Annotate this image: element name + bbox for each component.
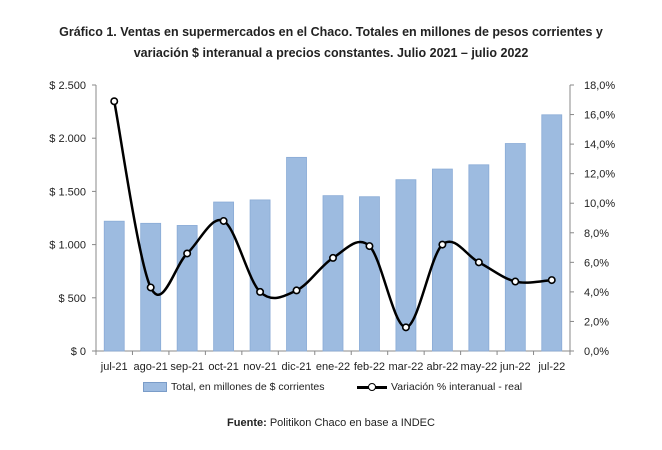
right-axis-tick-label: 4,0% [584, 287, 609, 299]
bar [468, 164, 490, 352]
variation-point [219, 216, 228, 225]
chart-title-line-2: variación $ interanual a precios constan… [133, 46, 529, 60]
x-axis-tick-label: may-22 [461, 361, 498, 373]
x-axis-tick-label: jul-21 [100, 361, 128, 373]
bar [286, 156, 307, 352]
variation-point [183, 249, 192, 258]
right-axis-tick-label: 12,0% [584, 169, 615, 181]
left-axis-tick-label: $ 2.500 [49, 80, 86, 92]
x-axis-tick-label: nov-21 [243, 361, 277, 373]
variation-point [401, 323, 410, 332]
right-axis-tick-label: 6,0% [584, 257, 609, 269]
variation-point [438, 240, 447, 249]
legend-bar-label: Total, en millones de $ corrientes [171, 381, 325, 393]
legend-line-swatch [357, 382, 387, 392]
variation-point [547, 276, 556, 285]
source-text: Politikon Chaco en base a INDEC [266, 417, 435, 429]
left-axis-tick-label: $ 2.000 [49, 133, 86, 145]
right-axis-tick-label: 14,0% [584, 139, 615, 151]
bar [249, 199, 271, 352]
variation-point [511, 277, 520, 286]
legend-bar-swatch [143, 382, 167, 392]
x-axis-tick-label: sep-21 [170, 361, 204, 373]
variation-point [110, 97, 119, 106]
x-axis-tick-label: jun-22 [499, 361, 531, 373]
variation-line [113, 101, 552, 329]
source-label: Fuente: [227, 417, 267, 429]
variation-point [474, 258, 483, 267]
bar [103, 220, 125, 352]
right-axis-tick-label: 16,0% [584, 110, 615, 122]
right-axis-tick-label: 10,0% [584, 198, 615, 210]
right-axis-tick-label: 0,0% [584, 346, 609, 358]
variation-point [146, 283, 155, 292]
bar [431, 168, 453, 352]
left-axis-tick-label: $ 1.500 [49, 186, 86, 198]
left-axis-tick-label: $ 0 [71, 346, 86, 358]
variation-point [328, 253, 337, 262]
x-axis-tick-label: jul-22 [537, 361, 565, 373]
legend-item-line: Variación % interanual - real [357, 381, 522, 393]
right-axis-tick-label: 8,0% [584, 228, 609, 240]
x-axis-tick-label: ago-21 [134, 361, 168, 373]
chart-title-line-1: Gráfico 1. Ventas en supermercados en el… [59, 25, 603, 39]
bar [322, 195, 344, 352]
x-axis-tick-label: abr-22 [426, 361, 458, 373]
source-note: Fuente: Politikon Chaco en base a INDEC [0, 417, 662, 429]
bar [395, 179, 417, 352]
variation-point [256, 287, 265, 296]
x-axis-tick-label: feb-22 [354, 361, 385, 373]
right-axis-tick-label: 2,0% [584, 316, 609, 328]
x-axis-tick-label: mar-22 [389, 361, 424, 373]
x-axis-tick-label: ene-22 [316, 361, 350, 373]
variation-point [365, 242, 374, 251]
bar [176, 225, 198, 352]
bar [213, 201, 235, 352]
legend-item-bars: Total, en millones de $ corrientes [143, 381, 325, 393]
bar [541, 114, 563, 352]
left-axis-tick-label: $ 1.000 [49, 240, 86, 252]
legend-line-label: Variación % interanual - real [391, 381, 523, 393]
x-axis-tick-label: dic-21 [282, 361, 312, 373]
bar [504, 143, 526, 352]
bar [359, 196, 380, 352]
chart-legend: Total, en millones de $ corrientes Varia… [0, 381, 662, 397]
x-axis-tick-label: oct-21 [208, 361, 239, 373]
chart-title: Gráfico 1. Ventas en supermercados en el… [20, 22, 642, 64]
right-axis-tick-label: 18,0% [584, 80, 615, 92]
left-axis-tick-label: $ 500 [58, 293, 86, 305]
variation-point [292, 286, 301, 295]
